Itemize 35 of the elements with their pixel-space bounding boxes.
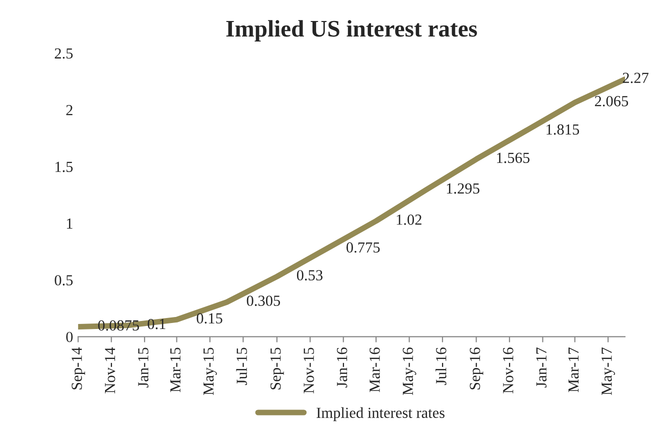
x-tick-label: Sep-15 [270, 348, 284, 390]
data-label: 0.775 [346, 242, 380, 253]
y-tick-label: 2 [66, 105, 72, 116]
x-tick-label: Jan-16 [336, 348, 348, 388]
data-label: 2.27 [622, 72, 648, 84]
data-label: 1.02 [396, 214, 422, 225]
chart-title: Implied US interest rates [226, 20, 477, 42]
data-label: 0.305 [246, 296, 280, 306]
x-tick-label: May-15 [203, 348, 217, 396]
y-tick-label: 2.5 [54, 48, 73, 59]
legend-label: Implied interest rates [316, 407, 444, 422]
y-tick-label: 1 [66, 218, 72, 229]
x-tick-label: Mar-17 [568, 348, 579, 392]
data-label: 1.295 [446, 183, 480, 194]
y-tick-label: 0 [66, 332, 73, 342]
x-tick-label: Nov-14 [104, 347, 116, 394]
x-tick-label: May-16 [402, 348, 416, 396]
x-tick-label: Jan-15 [138, 348, 148, 388]
x-tick-label: Mar-15 [170, 348, 181, 392]
data-label: 1.565 [497, 152, 530, 164]
x-tick-label: Jul-15 [236, 348, 247, 385]
x-tick-label: May-17 [602, 348, 616, 396]
data-label: 0.15 [196, 313, 222, 324]
data-label: 2.065 [594, 96, 628, 106]
y-tick-label: 1.5 [56, 162, 73, 172]
x-tick-label: Nov-15 [304, 348, 314, 394]
x-tick-label: Sep-14 [72, 347, 86, 390]
data-label: 1.815 [546, 124, 580, 135]
data-label: 0.53 [296, 270, 323, 280]
x-tick-label: Jul-16 [436, 348, 446, 385]
x-tick-label: Nov-16 [503, 348, 514, 394]
x-tick-label: Sep-16 [470, 348, 484, 390]
x-tick-label: Jan-17 [536, 348, 547, 388]
x-tick-label: Mar-16 [370, 348, 380, 392]
y-tick-label: 0.5 [54, 275, 73, 286]
